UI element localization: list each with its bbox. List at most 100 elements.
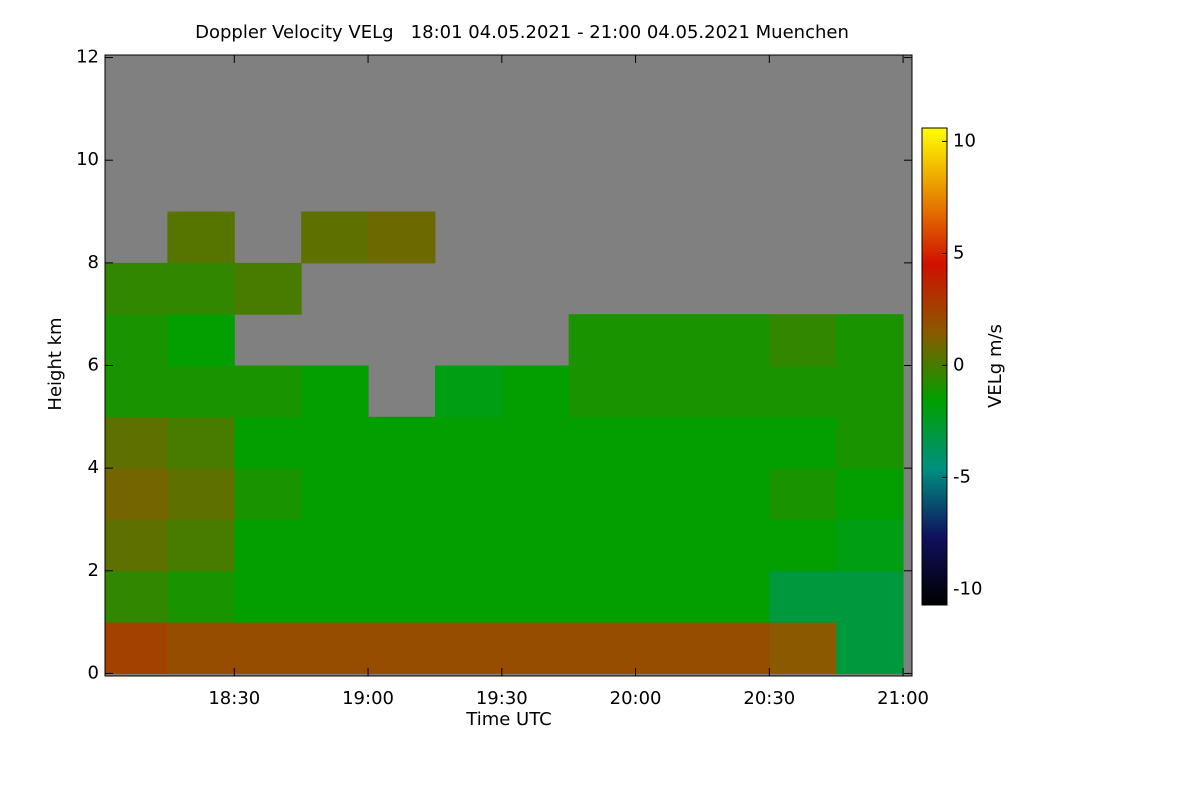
y-tick-label: 12 bbox=[76, 47, 99, 68]
heatmap-cell bbox=[234, 622, 302, 674]
heatmap-cell bbox=[568, 468, 637, 520]
heatmap-cell bbox=[836, 519, 904, 572]
heatmap-cell bbox=[301, 570, 369, 623]
heatmap-cell bbox=[167, 519, 235, 572]
x-axis-label: Time UTC bbox=[465, 709, 551, 730]
heatmap-cell bbox=[501, 468, 570, 520]
heatmap-cell bbox=[568, 622, 637, 674]
y-axis-label: Height km bbox=[45, 317, 66, 410]
heatmap-cell bbox=[234, 519, 302, 572]
heatmap-cell bbox=[568, 365, 637, 418]
heatmap-cell bbox=[568, 519, 637, 572]
heatmap-cell bbox=[434, 519, 503, 572]
heatmap-cell bbox=[301, 622, 369, 674]
colorbar-tick-label: -10 bbox=[953, 578, 982, 599]
heatmap-cell bbox=[434, 622, 503, 674]
x-tick-label: 19:00 bbox=[342, 688, 394, 709]
heatmap-cell bbox=[234, 365, 302, 418]
heatmap-cell bbox=[368, 519, 436, 572]
heatmap-cell bbox=[301, 211, 369, 264]
heatmap-cell bbox=[234, 262, 302, 315]
heatmap-cell bbox=[702, 365, 770, 418]
heatmap-cell bbox=[105, 365, 168, 418]
heatmap-cell bbox=[702, 570, 770, 623]
colorbar-tick-label: -5 bbox=[953, 466, 971, 487]
heatmap-cell bbox=[234, 416, 302, 469]
x-tick-label: 21:00 bbox=[877, 688, 929, 709]
heatmap-cell bbox=[769, 314, 837, 366]
heatmap-cell bbox=[836, 365, 904, 418]
heatmap-cell bbox=[501, 622, 570, 674]
heatmap-cell bbox=[501, 570, 570, 623]
heatmap-cell bbox=[105, 570, 168, 623]
heatmap-cell bbox=[635, 519, 703, 572]
colorbar-label: VELg m/s bbox=[985, 324, 1006, 408]
heatmap-cell bbox=[702, 314, 770, 366]
heatmap-cell bbox=[434, 365, 503, 418]
heatmap-cell bbox=[702, 416, 770, 469]
heatmap-cell bbox=[769, 622, 837, 674]
heatmap-cell bbox=[167, 211, 235, 264]
x-tick-label: 18:30 bbox=[208, 688, 260, 709]
heatmap-cell bbox=[167, 416, 235, 469]
heatmap-cell bbox=[167, 570, 235, 623]
heatmap-cell bbox=[635, 416, 703, 469]
y-tick-label: 2 bbox=[88, 560, 99, 581]
y-tick-label: 4 bbox=[88, 457, 99, 478]
heatmap-cell bbox=[635, 468, 703, 520]
heatmap-cell bbox=[234, 468, 302, 520]
y-tick-label: 8 bbox=[88, 252, 99, 273]
heatmap-cell bbox=[635, 314, 703, 366]
heatmap-cell bbox=[836, 416, 904, 469]
heatmap-cell bbox=[105, 622, 168, 674]
colorbar-tick-label: 5 bbox=[953, 242, 964, 263]
heatmap-cell bbox=[769, 468, 837, 520]
heatmap-cell bbox=[105, 519, 168, 572]
heatmap-cell bbox=[167, 262, 235, 315]
heatmap-cell bbox=[105, 468, 168, 520]
heatmap-cell bbox=[836, 314, 904, 366]
colorbar-tick-label: 0 bbox=[953, 354, 964, 375]
heatmap-cell bbox=[368, 416, 436, 469]
heatmap-cell bbox=[702, 519, 770, 572]
heatmap-cell bbox=[769, 570, 837, 623]
y-tick-label: 10 bbox=[76, 149, 99, 170]
heatmap-cell bbox=[301, 416, 369, 469]
y-tick-label: 6 bbox=[88, 355, 99, 376]
heatmap-cell bbox=[635, 622, 703, 674]
chart-title: Doppler Velocity VELg 18:01 04.05.2021 -… bbox=[195, 22, 849, 43]
heatmap-cell bbox=[769, 416, 837, 469]
heatmap-cell bbox=[635, 365, 703, 418]
x-tick-label: 19:30 bbox=[476, 688, 528, 709]
heatmap-cell bbox=[167, 622, 235, 674]
y-tick-label: 0 bbox=[88, 662, 99, 683]
colorbar-tick-label: 10 bbox=[953, 130, 976, 151]
heatmap-cell bbox=[105, 262, 168, 315]
heatmap-cell bbox=[501, 416, 570, 469]
heatmap-cell bbox=[702, 622, 770, 674]
heatmap-cell bbox=[434, 570, 503, 623]
heatmap-cell bbox=[635, 570, 703, 623]
heatmap-cell bbox=[836, 468, 904, 520]
heatmap-cell bbox=[702, 468, 770, 520]
heatmap-cell bbox=[368, 468, 436, 520]
heatmap-cell bbox=[769, 519, 837, 572]
heatmap-cell bbox=[501, 365, 570, 418]
heatmap-cell bbox=[568, 416, 637, 469]
heatmap-cell bbox=[301, 468, 369, 520]
heatmap-cell bbox=[368, 570, 436, 623]
heatmap-cell bbox=[167, 365, 235, 418]
heatmap-cell bbox=[105, 314, 168, 366]
heatmap-cell bbox=[501, 519, 570, 572]
heatmap-cell bbox=[234, 570, 302, 623]
heatmap-cell bbox=[434, 468, 503, 520]
heatmap-cell bbox=[105, 416, 168, 469]
heatmap-cell bbox=[568, 314, 637, 366]
heatmap-cell bbox=[167, 468, 235, 520]
heatmap-cell bbox=[301, 519, 369, 572]
x-tick-label: 20:00 bbox=[610, 688, 662, 709]
heatmap-cell bbox=[836, 570, 904, 623]
heatmap-cell bbox=[368, 211, 436, 264]
heatmap-cell bbox=[368, 622, 436, 674]
